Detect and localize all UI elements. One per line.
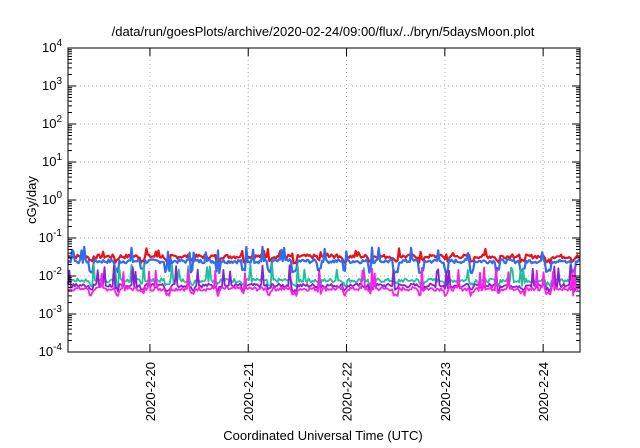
y-tick-label: 10-3 bbox=[39, 304, 63, 321]
y-tick-label: 10-1 bbox=[39, 228, 63, 245]
series-line bbox=[67, 245, 581, 275]
x-tick-label: 2020-2-20 bbox=[143, 362, 158, 421]
y-tick-label: 102 bbox=[42, 114, 62, 131]
y-tick-label: 100 bbox=[42, 190, 62, 207]
y-tick-label: 104 bbox=[42, 38, 62, 55]
y-tick-label: 10-2 bbox=[39, 266, 63, 283]
x-tick-label: 2020-2-24 bbox=[536, 362, 551, 421]
chart-title: /data/run/goesPlots/archive/2020-02-24/0… bbox=[112, 24, 535, 39]
x-axis-label: Coordinated Universal Time (UTC) bbox=[223, 428, 422, 443]
x-tick-label: 2020-2-23 bbox=[438, 362, 453, 421]
x-axis: 2020-2-20 2020-2-21 2020-2-22 2020-2-23 2020… bbox=[143, 48, 551, 421]
series-line bbox=[67, 266, 581, 297]
series-group bbox=[67, 245, 581, 297]
y-tick-label: 101 bbox=[42, 152, 62, 169]
y-axis-label: cGy/day bbox=[24, 176, 39, 224]
y-tick-label: 103 bbox=[42, 76, 62, 93]
x-tick-label: 2020-2-22 bbox=[340, 362, 355, 421]
y-axis: 10-4 10-3 10-2 10-1 100 101 102 103 104 bbox=[39, 38, 580, 359]
grid bbox=[68, 48, 580, 352]
y-tick-label: 10-4 bbox=[39, 342, 63, 359]
x-tick-label: 2020-2-21 bbox=[241, 362, 256, 421]
